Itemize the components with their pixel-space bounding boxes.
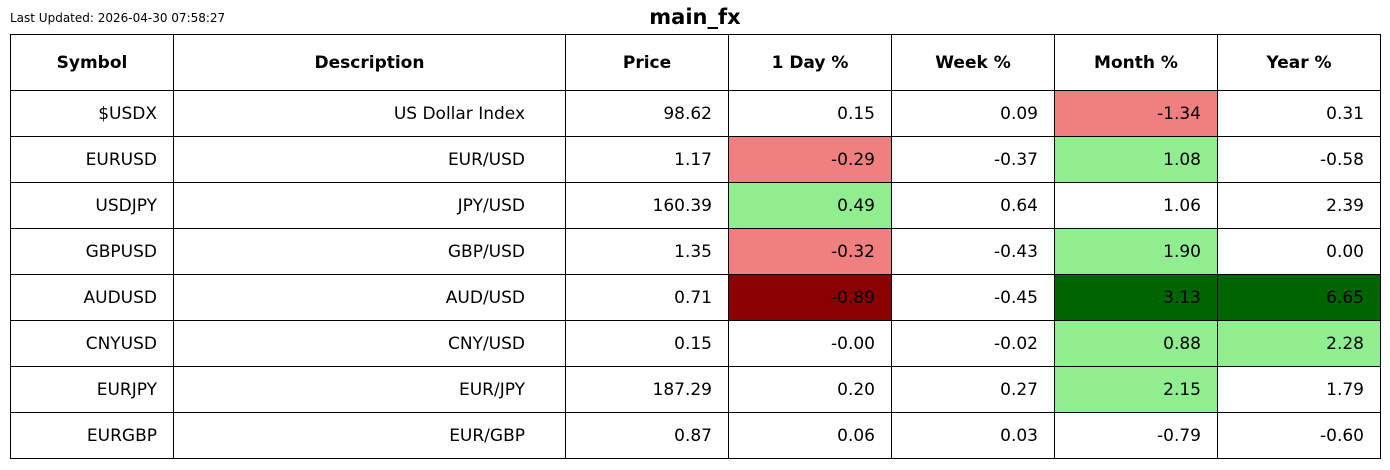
week-change-cell: -0.37 — [891, 136, 1055, 183]
day-change-cell: 0.20 — [728, 366, 892, 413]
day-change-cell: 0.06 — [728, 412, 892, 459]
symbol-cell: AUDUSD — [10, 274, 174, 321]
day-change-cell: -0.32 — [728, 228, 892, 275]
price-cell: 98.62 — [565, 90, 729, 137]
col-header-1day: 1 Day % — [728, 34, 892, 91]
col-header-symbol: Symbol — [10, 34, 174, 91]
description-cell: EUR/USD — [173, 136, 566, 183]
description-cell: AUD/USD — [173, 274, 566, 321]
description-cell: GBP/USD — [173, 228, 566, 275]
month-change-cell: 1.90 — [1054, 228, 1218, 275]
month-change-cell: 2.15 — [1054, 366, 1218, 413]
price-cell: 187.29 — [565, 366, 729, 413]
last-updated-label: Last Updated: 2026-04-30 07:58:27 — [10, 11, 226, 25]
month-change-cell: 1.08 — [1054, 136, 1218, 183]
table-body: $USDX US Dollar Index 98.62 0.15 0.09 -1.34 0.… — [10, 90, 1381, 459]
week-change-cell: -0.45 — [891, 274, 1055, 321]
year-change-cell: -0.60 — [1217, 412, 1381, 459]
price-cell: 1.35 — [565, 228, 729, 275]
month-change-cell: 1.06 — [1054, 182, 1218, 229]
col-header-month: Month % — [1054, 34, 1218, 91]
year-change-cell: 2.39 — [1217, 182, 1381, 229]
table-row: AUDUSD AUD/USD 0.71 -0.89 -0.45 3.13 6.65 — [10, 274, 1381, 321]
price-cell: 1.17 — [565, 136, 729, 183]
col-header-price: Price — [565, 34, 729, 91]
year-change-cell: 0.00 — [1217, 228, 1381, 275]
month-change-cell: 0.88 — [1054, 320, 1218, 367]
week-change-cell: 0.09 — [891, 90, 1055, 137]
week-change-cell: 0.03 — [891, 412, 1055, 459]
symbol-cell: EURJPY — [10, 366, 174, 413]
day-change-cell: 0.49 — [728, 182, 892, 229]
table-row: CNYUSD CNY/USD 0.15 -0.00 -0.02 0.88 2.28 — [10, 320, 1381, 367]
year-change-cell: 6.65 — [1217, 274, 1381, 321]
table-row: $USDX US Dollar Index 98.62 0.15 0.09 -1.34 0.… — [10, 90, 1381, 137]
description-cell: EUR/GBP — [173, 412, 566, 459]
symbol-cell: EURGBP — [10, 412, 174, 459]
col-header-week: Week % — [891, 34, 1055, 91]
price-cell: 0.71 — [565, 274, 729, 321]
col-header-description: Description — [173, 34, 566, 91]
symbol-cell: EURUSD — [10, 136, 174, 183]
month-change-cell: -1.34 — [1054, 90, 1218, 137]
day-change-cell: -0.89 — [728, 274, 892, 321]
day-change-cell: -0.00 — [728, 320, 892, 367]
price-cell: 0.15 — [565, 320, 729, 367]
symbol-cell: CNYUSD — [10, 320, 174, 367]
month-change-cell: -0.79 — [1054, 412, 1218, 459]
description-cell: CNY/USD — [173, 320, 566, 367]
year-change-cell: 1.79 — [1217, 366, 1381, 413]
symbol-cell: $USDX — [10, 90, 174, 137]
year-change-cell: 0.31 — [1217, 90, 1381, 137]
week-change-cell: 0.27 — [891, 366, 1055, 413]
price-cell: 0.87 — [565, 412, 729, 459]
day-change-cell: -0.29 — [728, 136, 892, 183]
table-row: GBPUSD GBP/USD 1.35 -0.32 -0.43 1.90 0.00 — [10, 228, 1381, 275]
symbol-cell: USDJPY — [10, 182, 174, 229]
week-change-cell: -0.02 — [891, 320, 1055, 367]
fx-table: Symbol Description Price 1 Day % Week % … — [10, 34, 1381, 459]
year-change-cell: 2.28 — [1217, 320, 1381, 367]
price-cell: 160.39 — [565, 182, 729, 229]
year-change-cell: -0.58 — [1217, 136, 1381, 183]
description-cell: JPY/USD — [173, 182, 566, 229]
week-change-cell: -0.43 — [891, 228, 1055, 275]
month-change-cell: 3.13 — [1054, 274, 1218, 321]
table-row: EURJPY EUR/JPY 187.29 0.20 0.27 2.15 1.79 — [10, 366, 1381, 413]
header-row: Symbol Description Price 1 Day % Week % … — [10, 34, 1381, 91]
symbol-cell: GBPUSD — [10, 228, 174, 275]
day-change-cell: 0.15 — [728, 90, 892, 137]
table-row: USDJPY JPY/USD 160.39 0.49 0.64 1.06 2.39 — [10, 182, 1381, 229]
description-cell: US Dollar Index — [173, 90, 566, 137]
table-row: EURUSD EUR/USD 1.17 -0.29 -0.37 1.08 -0.58 — [10, 136, 1381, 183]
col-header-year: Year % — [1217, 34, 1381, 91]
table-row: EURGBP EUR/GBP 0.87 0.06 0.03 -0.79 -0.60 — [10, 412, 1381, 459]
description-cell: EUR/JPY — [173, 366, 566, 413]
table-title: main_fx — [649, 5, 741, 29]
week-change-cell: 0.64 — [891, 182, 1055, 229]
